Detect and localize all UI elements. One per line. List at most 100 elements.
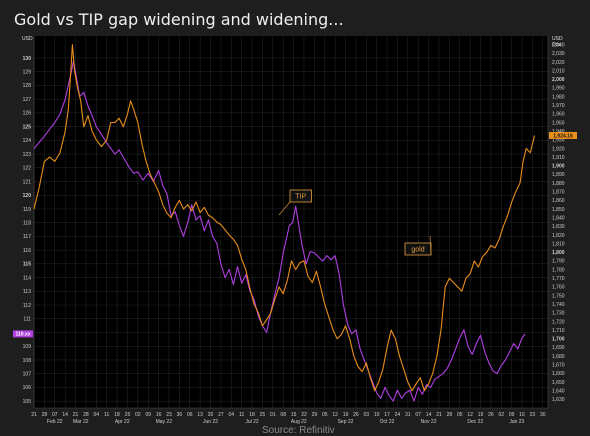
left-tick-label: 123 bbox=[23, 152, 32, 158]
x-tick-label: 23 bbox=[166, 412, 172, 418]
right-tick-label: 1,990 bbox=[552, 86, 565, 92]
x-tick-label: 04 bbox=[229, 412, 235, 418]
left-tick-label: 118 bbox=[23, 220, 31, 226]
right-tick-label: 1,960 bbox=[552, 112, 565, 118]
source-note: Source: Refinitiv bbox=[262, 425, 335, 436]
x-tick-label: 12 bbox=[467, 412, 473, 418]
series-line-tip bbox=[33, 60, 526, 402]
left-tick-label: 111 bbox=[23, 317, 31, 323]
right-tick-label: 1,700 bbox=[552, 337, 565, 343]
x-tick-label: 30 bbox=[177, 412, 183, 418]
right-axis-unit: USD bbox=[552, 36, 563, 42]
x-tick-label: 16 bbox=[156, 412, 162, 418]
right-tick-label: 1,670 bbox=[552, 363, 565, 369]
right-tick-label: 1,740 bbox=[552, 302, 565, 308]
right-tick-label: 1,970 bbox=[552, 103, 565, 109]
x-tick-label: 19 bbox=[343, 412, 349, 418]
left-tick-label: 120 bbox=[23, 193, 32, 199]
x-month-label: Dec 22 bbox=[467, 419, 483, 425]
x-tick-label: 08 bbox=[280, 412, 286, 418]
last-value-tip: 110.xx bbox=[15, 332, 30, 338]
x-tick-label: 19 bbox=[478, 412, 484, 418]
left-tick-label: 122 bbox=[23, 166, 32, 172]
left-tick-label: 112 bbox=[23, 303, 31, 309]
x-tick-label: 18 bbox=[249, 412, 255, 418]
x-tick-label: 06 bbox=[187, 412, 193, 418]
x-tick-label: 23 bbox=[530, 412, 536, 418]
left-tick-label: 124 bbox=[23, 138, 32, 144]
x-tick-label: 17 bbox=[384, 412, 390, 418]
x-tick-label: 04 bbox=[94, 412, 100, 418]
right-tick-label: 2,000 bbox=[552, 77, 565, 83]
x-month-label: Jan 23 bbox=[509, 419, 524, 425]
right-tick-label: 2,030 bbox=[552, 51, 565, 57]
x-month-label: Aug 22 bbox=[291, 419, 307, 425]
x-tick-label: 09 bbox=[509, 412, 515, 418]
left-tick-label: 108 bbox=[23, 358, 32, 364]
x-tick-label: 31 bbox=[405, 412, 411, 418]
x-tick-label: 05 bbox=[457, 412, 463, 418]
left-tick-label: 128 bbox=[23, 83, 32, 89]
left-tick-label: 105 bbox=[23, 399, 32, 405]
x-tick-label: 22 bbox=[301, 412, 307, 418]
x-month-label: Feb 22 bbox=[47, 419, 63, 425]
x-tick-label: 29 bbox=[312, 412, 318, 418]
x-tick-label: 28 bbox=[42, 412, 48, 418]
right-tick-label: 1,820 bbox=[552, 233, 565, 239]
annotation-label-tip: TIP bbox=[295, 194, 306, 201]
right-tick-label: 1,950 bbox=[552, 120, 565, 126]
right-tick-label: 1,750 bbox=[552, 293, 565, 299]
left-tick-label: 127 bbox=[23, 97, 32, 103]
x-month-label: May 22 bbox=[156, 419, 173, 425]
x-tick-label: 26 bbox=[488, 412, 494, 418]
series-line-gold bbox=[33, 44, 536, 392]
x-tick-label: 01 bbox=[270, 412, 276, 418]
right-tick-label: 1,920 bbox=[552, 146, 565, 152]
right-tick-label: 1,780 bbox=[552, 267, 565, 273]
left-tick-label: 119 bbox=[23, 207, 31, 213]
x-tick-label: 16 bbox=[519, 412, 525, 418]
right-tick-label: 1,980 bbox=[552, 94, 565, 100]
x-tick-label: 28 bbox=[447, 412, 453, 418]
x-month-label: Jul 22 bbox=[245, 419, 259, 425]
right-tick-label: 2,020 bbox=[552, 60, 565, 66]
left-tick-label: 130 bbox=[23, 56, 32, 62]
chart-title: Gold vs TIP gap widening and widening... bbox=[14, 10, 344, 29]
right-tick-label: 1,880 bbox=[552, 181, 565, 187]
x-tick-label: 27 bbox=[218, 412, 224, 418]
right-tick-label: 1,910 bbox=[552, 155, 565, 161]
left-tick-label: 126 bbox=[23, 111, 32, 117]
left-axis-unit: USD bbox=[22, 36, 33, 42]
right-tick-label: 1,660 bbox=[552, 371, 565, 377]
x-tick-label: 05 bbox=[322, 412, 328, 418]
right-tick-label: 1,940 bbox=[552, 129, 565, 135]
left-tick-label: 114 bbox=[23, 275, 31, 281]
x-tick-label: 14 bbox=[426, 412, 432, 418]
right-tick-label: 1,770 bbox=[552, 276, 565, 282]
left-tick-label: 129 bbox=[23, 69, 32, 75]
x-month-label: Jun 22 bbox=[203, 419, 218, 425]
right-tick-label: 1,640 bbox=[552, 388, 565, 394]
left-tick-label: 106 bbox=[23, 385, 32, 391]
annotation-box-gold bbox=[404, 242, 432, 256]
x-tick-label: 11 bbox=[104, 412, 109, 418]
annotation-leader-gold bbox=[429, 235, 432, 256]
x-tick-label: 02 bbox=[135, 412, 141, 418]
x-tick-label: 07 bbox=[52, 412, 58, 418]
right-tick-label: 1,860 bbox=[552, 198, 565, 204]
annotation-leader-tip bbox=[278, 201, 291, 216]
right-tick-label: 1,830 bbox=[552, 224, 565, 230]
right-tick-label: 1,730 bbox=[552, 311, 565, 317]
right-tick-label: 1,650 bbox=[552, 380, 565, 386]
right-tick-label: 1,680 bbox=[552, 354, 565, 360]
right-tick-label: 1,900 bbox=[552, 164, 565, 170]
x-month-label: Nov 22 bbox=[421, 419, 437, 425]
x-tick-label: 14 bbox=[62, 412, 68, 418]
x-tick-label: 28 bbox=[83, 412, 89, 418]
annotation-label-gold: gold bbox=[411, 247, 424, 254]
x-tick-label: 07 bbox=[415, 412, 421, 418]
x-tick-label: 18 bbox=[114, 412, 120, 418]
last-value-gold: 1,924.16 bbox=[553, 133, 573, 139]
x-month-label: Mar 22 bbox=[73, 419, 89, 425]
